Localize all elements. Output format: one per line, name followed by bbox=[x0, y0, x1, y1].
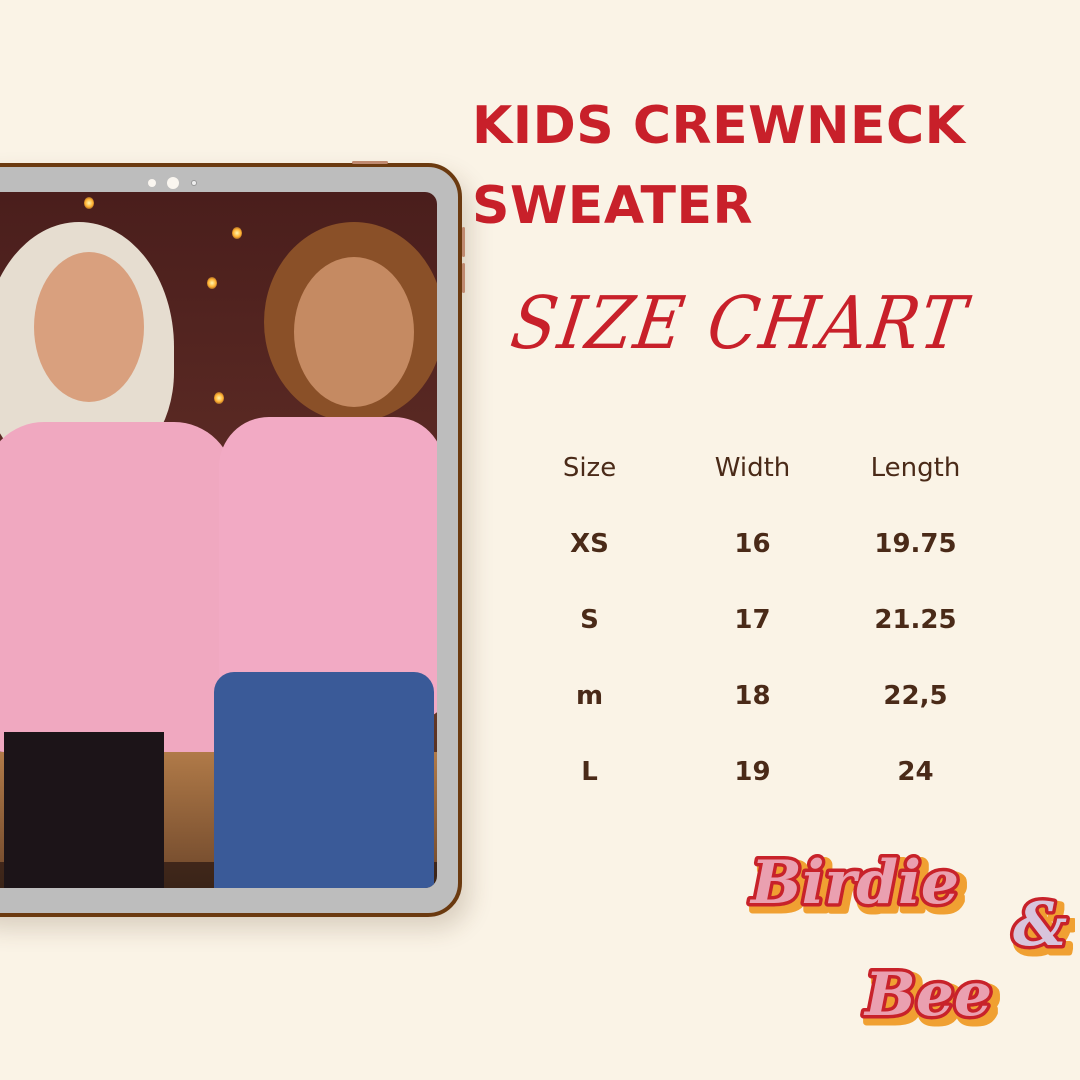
face bbox=[34, 252, 144, 402]
table-header-row: Size Width Length bbox=[508, 430, 997, 506]
light-bulb bbox=[84, 197, 94, 209]
logo-ampersand: & bbox=[1013, 890, 1067, 960]
jeans bbox=[214, 672, 434, 888]
size-table: Size Width Length XS 16 19.75 S 17 21.25… bbox=[508, 430, 997, 810]
tablet-top-button bbox=[352, 161, 388, 164]
table-row: m 18 22,5 bbox=[508, 658, 997, 734]
camera-lens-icon bbox=[191, 180, 197, 186]
cell-size: L bbox=[581, 757, 598, 787]
camera-dot-icon bbox=[167, 177, 179, 189]
face bbox=[294, 257, 414, 407]
table-row: L 19 24 bbox=[508, 734, 997, 810]
logo-word-birdie: Birdie bbox=[749, 848, 959, 918]
cell-size: S bbox=[580, 605, 599, 635]
cell-width: 17 bbox=[734, 605, 771, 635]
light-bulb bbox=[207, 277, 217, 289]
cell-length: 24 bbox=[897, 757, 934, 787]
cell-size: m bbox=[575, 681, 604, 711]
cell-length: 21.25 bbox=[874, 605, 957, 635]
brand-logo: Birdie & Bee bbox=[746, 845, 1071, 1034]
camera-dot-icon bbox=[148, 179, 156, 187]
page-title: KIDS CREWNECK SWEATER bbox=[472, 86, 965, 246]
product-photo bbox=[0, 192, 437, 888]
logo-word-bee: Bee bbox=[863, 960, 992, 1030]
tablet-frame bbox=[0, 161, 465, 917]
tablet-side-button bbox=[462, 227, 465, 257]
light-bulb bbox=[232, 227, 242, 239]
cell-length: 22,5 bbox=[883, 681, 948, 711]
table-row: S 17 21.25 bbox=[508, 582, 997, 658]
title-line-2: SWEATER bbox=[472, 176, 754, 236]
header-length: Length bbox=[870, 453, 961, 483]
header-width: Width bbox=[714, 453, 791, 483]
title-line-1: KIDS CREWNECK bbox=[472, 96, 966, 156]
cell-width: 18 bbox=[734, 681, 771, 711]
table-row: XS 16 19.75 bbox=[508, 506, 997, 582]
size-chart-heading: SIZE CHART bbox=[506, 281, 973, 366]
cell-length: 19.75 bbox=[874, 529, 957, 559]
cell-size: XS bbox=[570, 529, 609, 559]
pink-sweater bbox=[219, 417, 437, 717]
pink-sweater bbox=[0, 422, 234, 752]
cell-width: 16 bbox=[734, 529, 771, 559]
leggings bbox=[4, 732, 164, 888]
header-size: Size bbox=[562, 453, 617, 483]
light-bulb bbox=[214, 392, 224, 404]
cell-width: 19 bbox=[734, 757, 771, 787]
tablet-side-button bbox=[462, 263, 465, 293]
